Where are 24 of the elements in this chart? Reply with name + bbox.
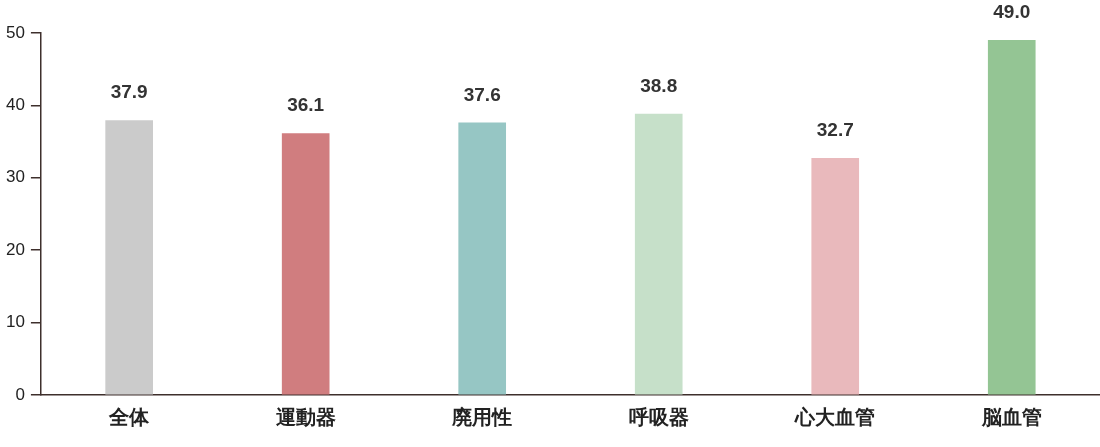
data-label: 37.6 — [463, 83, 501, 105]
y-tick-label: 20 — [5, 239, 25, 259]
data-label: 32.7 — [816, 118, 854, 140]
x-tick-label: 脳血管 — [980, 405, 1042, 430]
y-tick-label: 30 — [5, 167, 25, 187]
data-label: 38.8 — [640, 74, 678, 96]
y-tick-label: 0 — [15, 384, 25, 404]
y-tick-label: 10 — [5, 312, 25, 332]
x-tick-label: 全体 — [108, 405, 151, 430]
bar — [634, 113, 683, 395]
x-tick-label: 運動器 — [274, 405, 336, 430]
y-tick-label: 50 — [5, 22, 25, 42]
bar — [281, 133, 330, 395]
bar — [458, 122, 507, 395]
bar — [105, 120, 153, 395]
x-tick-label: 呼吸器 — [628, 405, 689, 430]
x-tick-label: 廃用性 — [451, 405, 513, 430]
data-label: 37.9 — [110, 81, 148, 103]
y-tick-label: 40 — [5, 95, 25, 115]
bar — [811, 157, 860, 395]
bar — [987, 39, 1036, 395]
data-label: 36.1 — [287, 94, 325, 116]
data-label: 49.0 — [993, 0, 1031, 22]
x-tick-label: 心大血管 — [794, 405, 876, 430]
